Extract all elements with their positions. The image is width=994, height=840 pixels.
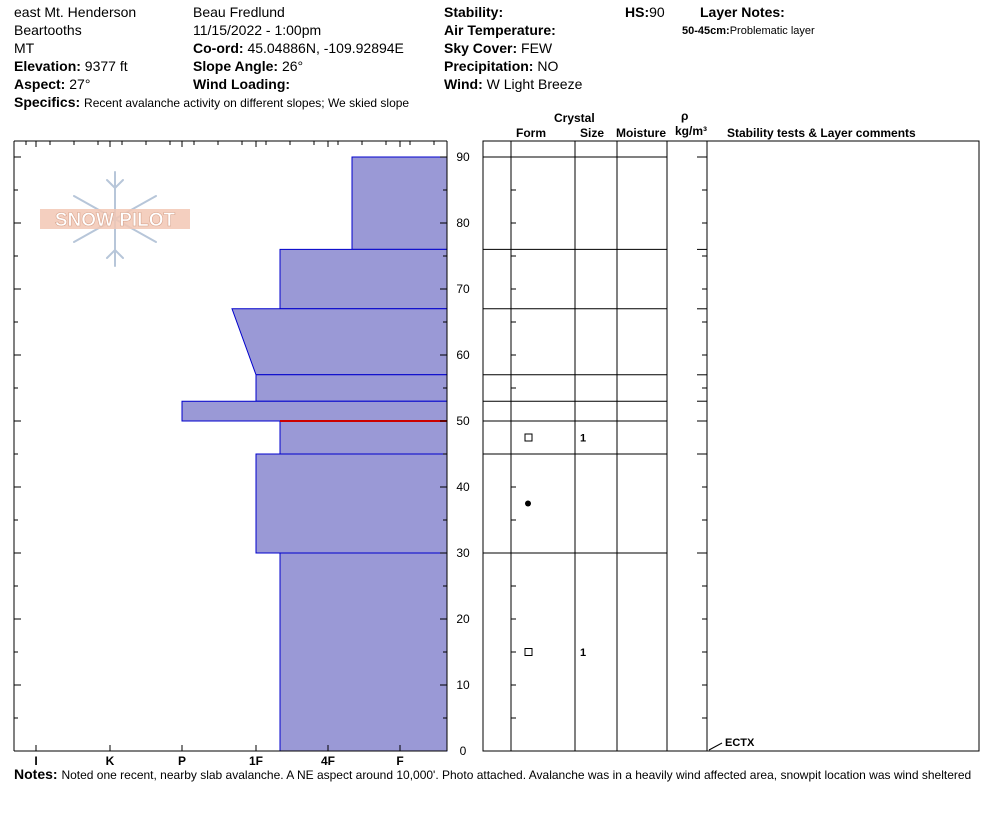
sky-label: Sky Cover: <box>444 40 518 56</box>
sky-field: Sky Cover: FEW <box>444 40 552 57</box>
x-tick-label: P <box>178 754 186 768</box>
precip-value: NO <box>537 58 559 74</box>
coord-label: Co-ord: <box>193 40 244 56</box>
observation-datetime: 11/15/2022 - 1:00pm <box>193 22 322 38</box>
specifics-label: Specifics: <box>14 94 81 110</box>
aspect-label: Aspect: <box>14 76 66 92</box>
layer-note-range: 50-45cm: <box>682 25 730 37</box>
size-header: Size <box>580 126 605 140</box>
faceted-grain-symbol <box>524 648 533 656</box>
layer-notes-label: Layer Notes: <box>700 4 785 20</box>
specifics-field: Specifics: Recent avalanche activity on … <box>14 94 409 112</box>
logo-text: SNOW PILOT <box>55 210 176 231</box>
faceted-grain-symbol <box>524 433 533 442</box>
elevation-field: Elevation: 9377 ft <box>14 58 128 75</box>
rounded-grain-symbol <box>525 500 531 507</box>
hardness-layer-bar <box>255 453 448 554</box>
hs-label: HS: <box>625 4 650 20</box>
slope-field: Slope Angle: 26° <box>193 58 303 75</box>
location-name: east Mt. Henderson <box>14 4 137 20</box>
layer-note-text: Problematic layer <box>729 25 815 37</box>
wind-field: Wind: W Light Breeze <box>444 76 582 93</box>
hardness-profile <box>181 156 448 752</box>
form-header: Form <box>516 126 546 140</box>
wind-label: Wind: <box>444 76 483 92</box>
y-tick-label: 30 <box>456 546 470 560</box>
density-unit-header: kg/m³ <box>675 124 708 138</box>
coord-field: Co-ord: 45.04886N, -109.92894E <box>193 40 404 57</box>
x-tick-label: F <box>396 754 403 768</box>
layer-note: 50-45cm:Problematic layer <box>682 23 815 40</box>
hs-field: HS:90 <box>625 4 665 21</box>
precip-field: Precipitation: NO <box>444 58 558 75</box>
crystal-header: Crystal <box>554 111 595 125</box>
stability-field: Stability: <box>444 4 503 21</box>
x-tick-label: 4F <box>321 754 335 768</box>
snowpilot-logo: SNOW PILOT <box>40 171 190 267</box>
wind-loading-label: Wind Loading: <box>193 76 291 92</box>
elevation-label: Elevation: <box>14 58 81 74</box>
aspect-value: 27° <box>69 76 91 92</box>
hardness-layer-bar <box>231 308 448 376</box>
rho-header: ρ <box>681 109 689 123</box>
layer-table: 1 1 ECTX <box>482 140 980 752</box>
y-tick-label: 0 <box>460 744 467 758</box>
x-tick-label: 1F <box>249 754 263 768</box>
aspect-field: Aspect: 27° <box>14 76 90 93</box>
hardness-layer-bar <box>181 400 448 422</box>
y-tick-label: 60 <box>456 348 470 362</box>
hardness-layer-bar <box>279 552 448 752</box>
elevation-value: 9377 ft <box>84 58 128 74</box>
x-tick-label: K <box>106 754 115 768</box>
grain-size-label: 1 <box>580 647 586 659</box>
y-tick-label: 80 <box>456 216 470 230</box>
sky-value: FEW <box>521 40 553 56</box>
specifics-text: Recent avalanche activity on different s… <box>84 96 410 110</box>
y-tick-label: 20 <box>456 612 470 626</box>
state: MT <box>14 40 35 56</box>
notes-text: Noted one recent, nearby slab avalanche.… <box>61 768 972 782</box>
stability-comments-header: Stability tests & Layer comments <box>727 126 916 140</box>
y-tick-label: 50 <box>456 414 470 428</box>
notes-label: Notes: <box>14 766 58 782</box>
y-tick-label: 90 <box>456 150 470 164</box>
hardness-layer-bar <box>351 156 448 250</box>
air-temp-label: Air Temperature: <box>444 22 556 38</box>
x-tick-label: I <box>34 754 37 768</box>
air-temp-field: Air Temperature: <box>444 22 556 39</box>
chart-axes: 0 10 20 30 40 50 60 70 80 90 I K P 1F 4F F <box>13 140 470 768</box>
wind-value: W Light Breeze <box>486 76 583 92</box>
stability-label: Stability: <box>444 4 504 20</box>
y-tick-label: 10 <box>456 678 470 692</box>
table-frame <box>482 140 980 752</box>
coord-value: 45.04886N, -109.92894E <box>247 40 404 56</box>
wind-loading-field: Wind Loading: <box>193 76 290 93</box>
moisture-header: Moisture <box>616 126 667 140</box>
stability-test-label: ECTX <box>725 737 755 749</box>
hardness-layer-bar <box>279 248 448 310</box>
notes-field: Notes: Noted one recent, nearby slab ava… <box>14 766 994 784</box>
slope-label: Slope Angle: <box>193 58 279 74</box>
stability-test-pointer <box>708 742 723 751</box>
mountain-range: Beartooths <box>14 22 82 38</box>
hardness-layer-bar <box>279 420 448 455</box>
grain-size-label: 1 <box>580 433 586 445</box>
observer-name: Beau Fredlund <box>193 4 285 20</box>
precip-label: Precipitation: <box>444 58 534 74</box>
hardness-layer-bar <box>255 374 448 402</box>
hs-value: 90 <box>649 4 665 20</box>
y-tick-label: 40 <box>456 480 470 494</box>
y-tick-label: 70 <box>456 282 470 296</box>
slope-value: 26° <box>281 58 304 74</box>
